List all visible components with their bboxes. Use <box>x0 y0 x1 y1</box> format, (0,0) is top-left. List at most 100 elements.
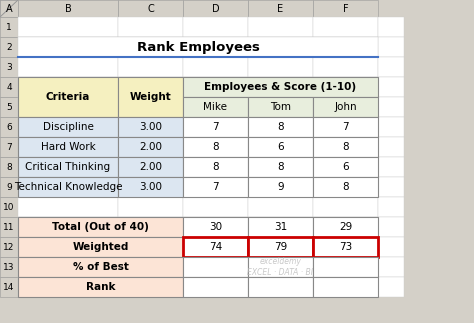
Text: 14: 14 <box>3 283 15 291</box>
Bar <box>183 277 248 297</box>
Bar <box>183 237 248 257</box>
Bar <box>0 237 18 257</box>
Text: % of Best: % of Best <box>73 262 128 272</box>
Bar <box>313 237 378 257</box>
Bar <box>0 57 18 77</box>
Bar <box>118 137 183 157</box>
Bar <box>18 57 118 77</box>
Bar <box>248 117 313 137</box>
Bar <box>183 217 248 237</box>
Text: 2.00: 2.00 <box>139 142 162 152</box>
Polygon shape <box>0 0 18 17</box>
Bar <box>118 277 183 297</box>
Bar <box>118 0 183 17</box>
Bar <box>378 257 404 277</box>
Bar <box>183 217 248 237</box>
Bar <box>18 0 118 17</box>
Bar <box>183 97 248 117</box>
Text: 11: 11 <box>3 223 15 232</box>
Bar <box>118 217 183 237</box>
Text: 5: 5 <box>6 102 12 111</box>
Text: Total (Out of 40): Total (Out of 40) <box>52 222 149 232</box>
Text: Hard Work: Hard Work <box>41 142 95 152</box>
Bar <box>183 137 248 157</box>
Bar <box>248 37 313 57</box>
Bar <box>118 97 183 117</box>
Bar <box>248 137 313 157</box>
Bar <box>18 277 183 297</box>
Bar <box>183 117 248 137</box>
Bar <box>0 117 18 137</box>
Text: 7: 7 <box>212 182 219 192</box>
Bar <box>248 177 313 197</box>
Bar <box>0 217 18 237</box>
Bar <box>313 217 378 237</box>
Bar <box>248 197 313 217</box>
Text: 74: 74 <box>209 242 222 252</box>
Text: 30: 30 <box>209 222 222 232</box>
Bar <box>313 177 378 197</box>
Bar <box>0 97 18 117</box>
Text: Rank Employees: Rank Employees <box>137 40 259 54</box>
Bar <box>183 177 248 197</box>
Bar <box>183 17 248 37</box>
Bar <box>248 0 313 17</box>
Text: 3: 3 <box>6 62 12 71</box>
Bar <box>18 37 118 57</box>
Bar <box>0 77 18 97</box>
Bar <box>183 137 248 157</box>
Bar <box>18 97 118 117</box>
Bar <box>0 257 18 277</box>
Bar <box>18 257 118 277</box>
Bar <box>118 157 183 177</box>
Bar <box>118 77 183 117</box>
Text: John: John <box>334 102 357 112</box>
Bar <box>248 177 313 197</box>
Bar <box>0 37 18 57</box>
Bar <box>378 57 404 77</box>
Text: 8: 8 <box>342 142 349 152</box>
Text: 9: 9 <box>6 182 12 192</box>
Text: C: C <box>147 4 154 14</box>
Bar <box>183 0 248 17</box>
Text: 31: 31 <box>274 222 287 232</box>
Text: 8: 8 <box>277 162 284 172</box>
Bar <box>248 57 313 77</box>
Bar <box>18 137 118 157</box>
Text: 10: 10 <box>3 203 15 212</box>
Text: A: A <box>6 4 12 14</box>
Bar <box>118 257 183 277</box>
Bar <box>183 197 248 217</box>
Bar <box>313 57 378 77</box>
Bar <box>248 77 313 97</box>
Bar <box>18 177 118 197</box>
Bar <box>0 277 18 297</box>
Bar <box>18 157 118 177</box>
Bar <box>18 197 118 217</box>
Bar <box>248 217 313 237</box>
Bar <box>0 0 18 17</box>
Text: 3.00: 3.00 <box>139 122 162 132</box>
Bar <box>18 217 118 237</box>
Text: 6: 6 <box>6 122 12 131</box>
Text: 8: 8 <box>212 142 219 152</box>
Bar <box>313 237 378 257</box>
Bar <box>313 257 378 277</box>
Text: 9: 9 <box>277 182 284 192</box>
Text: Critical Thinking: Critical Thinking <box>26 162 110 172</box>
Bar <box>0 17 18 37</box>
Bar <box>248 277 313 297</box>
Bar <box>183 277 248 297</box>
Text: 7: 7 <box>342 122 349 132</box>
Text: 8: 8 <box>277 122 284 132</box>
Bar <box>118 157 183 177</box>
Bar <box>0 157 18 177</box>
Bar <box>313 37 378 57</box>
Bar <box>18 117 118 137</box>
Bar <box>313 117 378 137</box>
Bar <box>183 237 248 257</box>
Text: B: B <box>64 4 72 14</box>
Text: Employees & Score (1-10): Employees & Score (1-10) <box>204 82 356 92</box>
Bar <box>18 237 183 257</box>
Bar <box>0 197 18 217</box>
